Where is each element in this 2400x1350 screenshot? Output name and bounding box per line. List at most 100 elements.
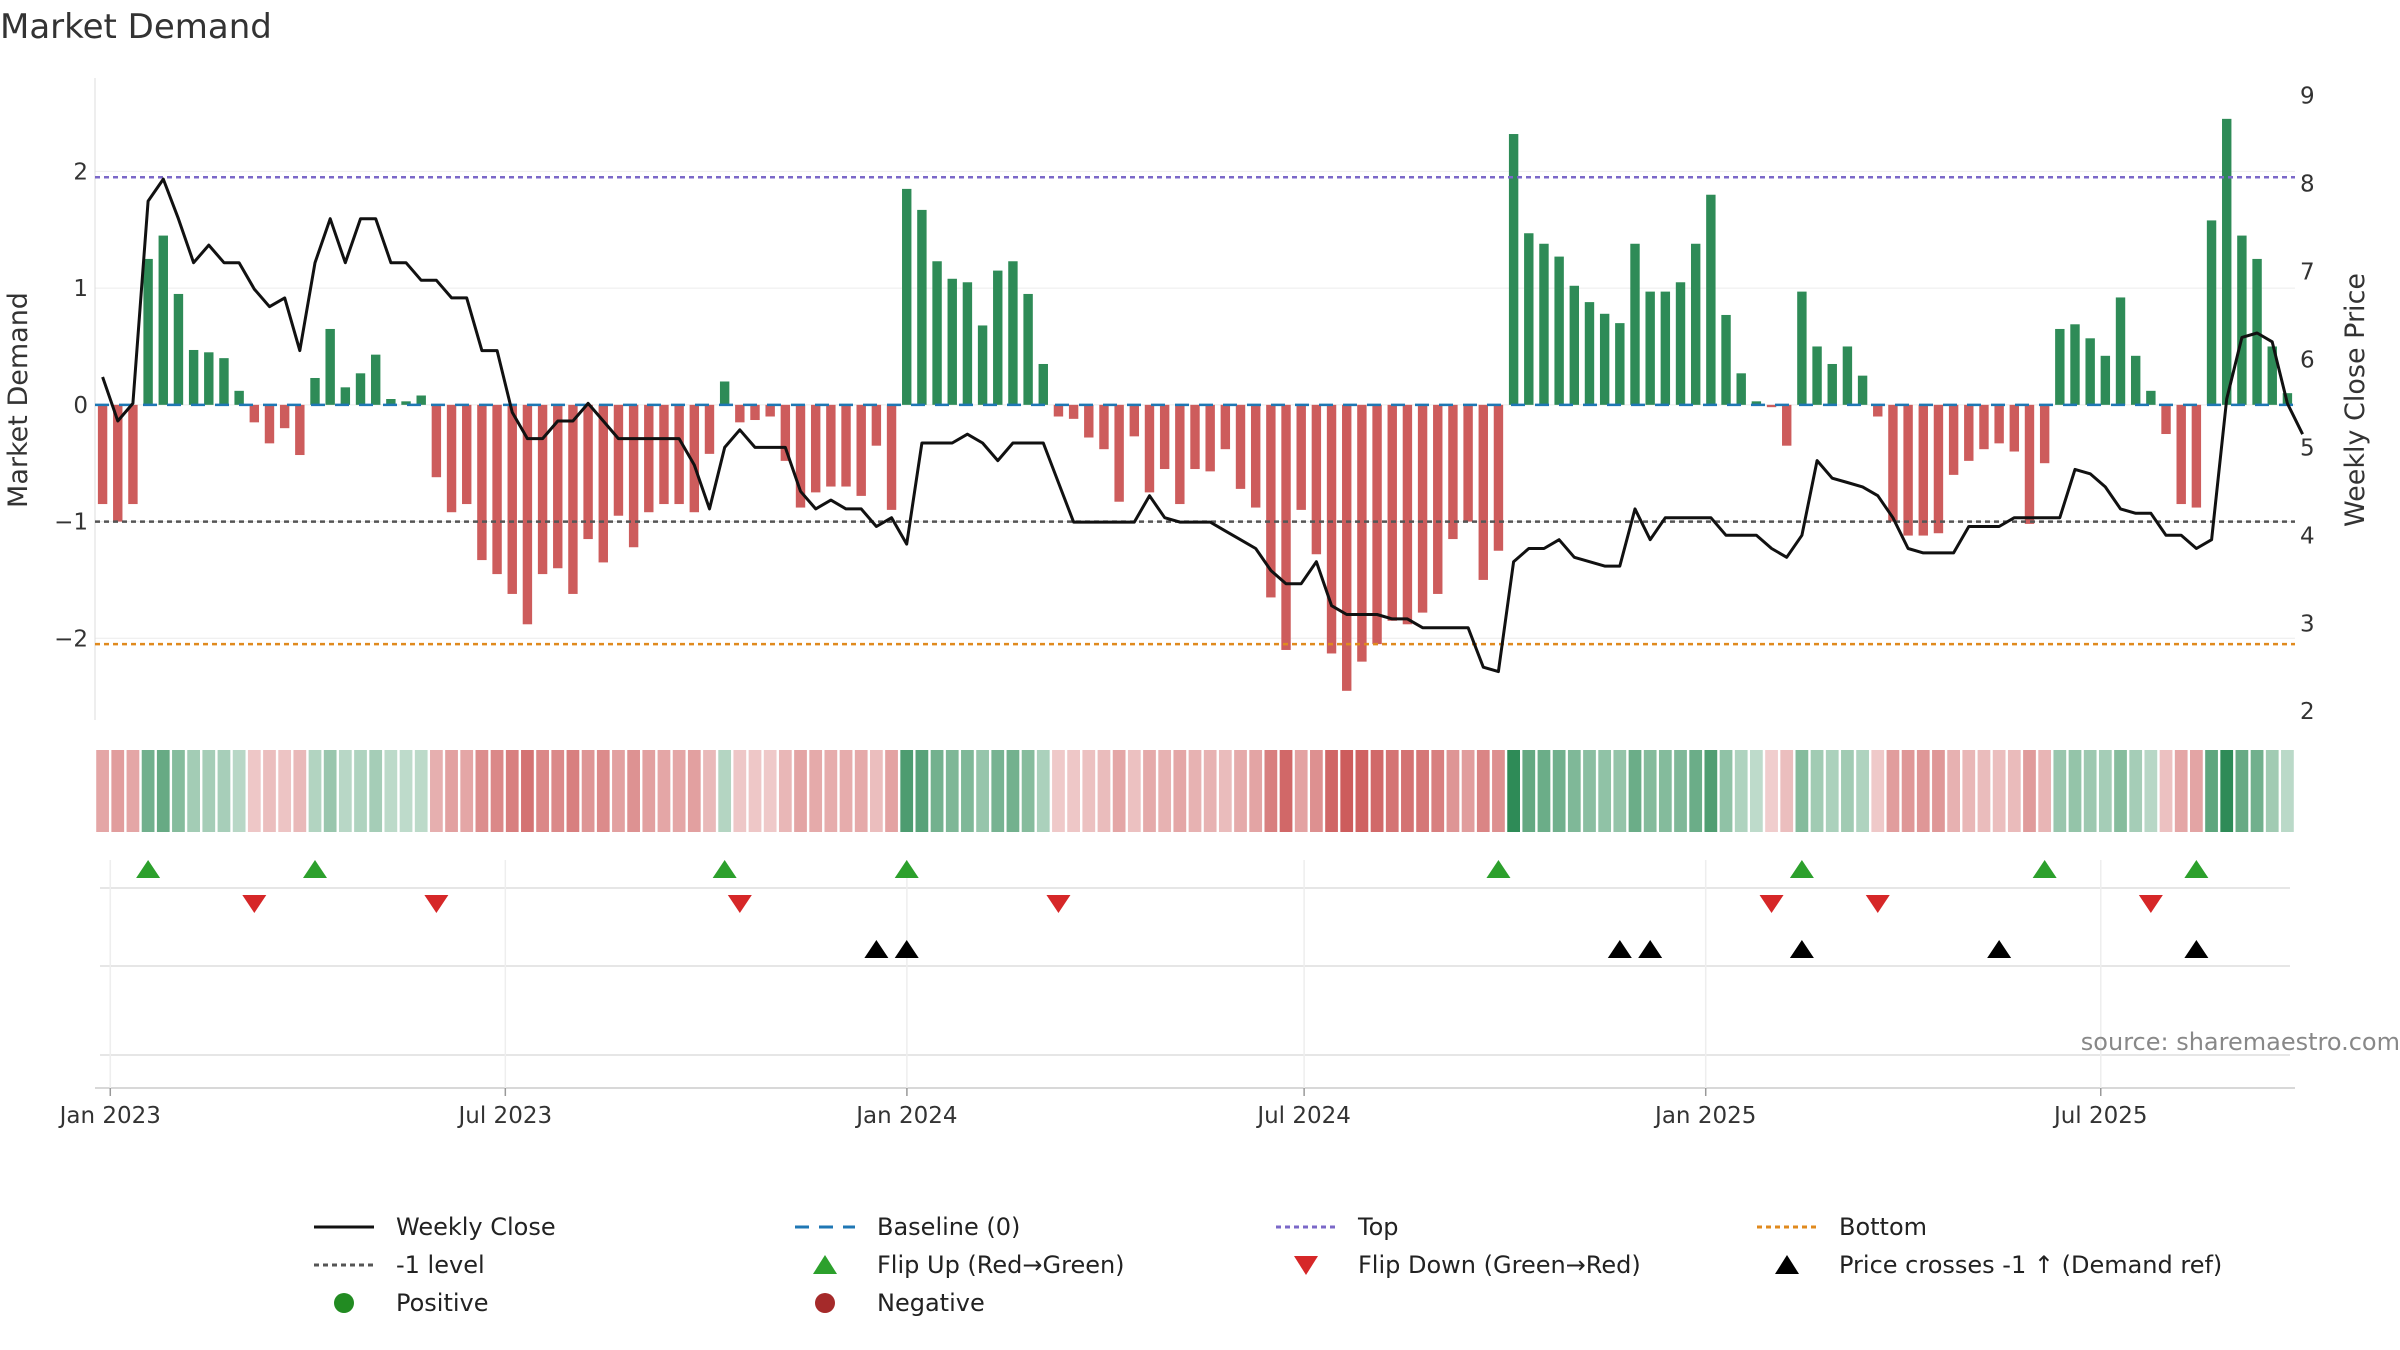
demand-bar — [370, 354, 381, 405]
legend-item-flip-up: Flip Up (Red→Green) — [793, 1246, 1125, 1284]
demand-bar — [977, 325, 988, 405]
demand-bar — [2055, 328, 2065, 405]
demand-bar — [810, 404, 821, 493]
demand-bars — [97, 118, 2293, 691]
demand-strip-cell — [1052, 750, 1065, 832]
flip-up-marker — [1486, 860, 1511, 878]
demand-strip-cell — [2250, 750, 2264, 832]
demand-strip-cell — [1431, 750, 1445, 832]
demand-bar — [1964, 404, 1974, 461]
demand-bar — [932, 261, 942, 405]
demand-bar — [537, 404, 548, 575]
demand-strip — [96, 750, 2294, 832]
demand-bar — [1827, 363, 1837, 405]
demand-strip-cell — [1871, 750, 1885, 832]
demand-strip-cell — [763, 750, 777, 832]
demand-strip-cell — [839, 750, 853, 832]
demand-bar — [735, 404, 745, 423]
demand-strip-cell — [430, 750, 443, 832]
demand-bar — [2146, 390, 2156, 405]
demand-strip-cell — [1461, 750, 1475, 832]
demand-bar — [1402, 404, 1413, 625]
legend-item-bottom: Bottom — [1755, 1208, 1927, 1246]
demand-strip-cell — [2265, 750, 2279, 832]
demand-bar — [1599, 313, 1610, 405]
demand-strip-cell — [1446, 750, 1460, 832]
demand-bar — [1463, 404, 1473, 522]
demand-strip-cell — [354, 750, 367, 832]
demand-bar — [1994, 404, 2004, 444]
demand-strip-cell — [854, 750, 868, 832]
demand-bar — [1342, 404, 1352, 691]
y2-tick-label: 8 — [2300, 172, 2315, 198]
demand-strip-cell — [1158, 750, 1172, 832]
demand-strip-cell — [1537, 750, 1551, 832]
demand-strip-cell — [991, 750, 1005, 832]
legend-label: Negative — [877, 1289, 985, 1317]
demand-strip-cell — [1962, 750, 1976, 832]
demand-bar — [462, 404, 472, 505]
demand-bar — [113, 404, 123, 522]
demand-bar — [1023, 293, 1033, 405]
y2-axis-label: Weekly Close Price — [2340, 273, 2371, 527]
demand-strip-cell — [217, 750, 231, 832]
y2-tick-label: 2 — [2300, 699, 2315, 725]
demand-strip-cell — [687, 750, 701, 832]
demand-strip-cell — [1977, 750, 1991, 832]
demand-strip-cell — [1067, 750, 1080, 832]
demand-strip-cell — [1203, 750, 1217, 832]
demand-strip-cell — [596, 750, 610, 832]
demand-strip-cell — [126, 750, 140, 832]
demand-strip-cell — [1916, 750, 1930, 832]
demand-bar — [1144, 404, 1155, 493]
demand-bar — [1448, 404, 1458, 540]
demand-bar — [659, 404, 669, 505]
demand-bar — [1493, 404, 1504, 551]
demand-bar — [310, 377, 320, 405]
dotted-line-swatch-icon — [314, 1263, 374, 1267]
demand-strip-cell — [2007, 750, 2021, 832]
demand-strip-cell — [247, 750, 261, 832]
price-cross-marker — [864, 940, 889, 958]
price-cross-marker — [1789, 940, 1814, 958]
demand-bar — [1554, 256, 1564, 405]
demand-bar — [841, 404, 851, 487]
demand-bar — [613, 404, 624, 516]
demand-bar — [2267, 346, 2277, 405]
dashed-line-swatch-icon — [795, 1225, 855, 1229]
demand-bar — [704, 404, 715, 454]
flip-down-marker — [242, 895, 267, 913]
demand-bar — [993, 270, 1003, 405]
demand-strip-cell — [1613, 750, 1627, 832]
demand-bar — [1417, 404, 1428, 613]
demand-strip-cell — [2053, 750, 2067, 832]
demand-bar — [1008, 261, 1018, 405]
demand-strip-cell — [961, 750, 974, 832]
demand-bar — [583, 404, 593, 540]
demand-bar — [1812, 346, 1822, 405]
demand-bar — [1873, 404, 1883, 417]
demand-bar — [249, 404, 260, 423]
grid-layer — [94, 78, 2295, 1096]
demand-strip-cell — [885, 750, 898, 832]
demand-strip-cell — [1658, 750, 1672, 832]
flip-down-marker — [1046, 895, 1071, 913]
circle-icon — [334, 1293, 354, 1313]
tick-labels: −2 −1 0 1 2 2 3 4 5 6 7 8 9 Jan 2023 Jul 2023 Jan 2024 J… — [54, 84, 2315, 1129]
demand-strip-cell — [263, 750, 276, 832]
demand-bar — [674, 404, 684, 505]
demand-strip-cell — [703, 750, 716, 832]
demand-bar — [598, 404, 608, 563]
demand-bar — [1782, 404, 1792, 446]
demand-bar — [1478, 404, 1488, 580]
demand-strip-cell — [2114, 750, 2127, 832]
demand-bar — [2009, 404, 2020, 452]
demand-bar — [1630, 243, 1640, 405]
legend-item-weekly-close: Weekly Close — [312, 1208, 556, 1246]
flip-up-marker — [136, 860, 161, 878]
line-swatch-icon — [314, 1225, 374, 1229]
y2-tick-label: 7 — [2300, 259, 2315, 285]
demand-bar — [2191, 404, 2202, 508]
demand-strip-cell — [1628, 750, 1642, 832]
demand-bar — [1281, 404, 1291, 650]
